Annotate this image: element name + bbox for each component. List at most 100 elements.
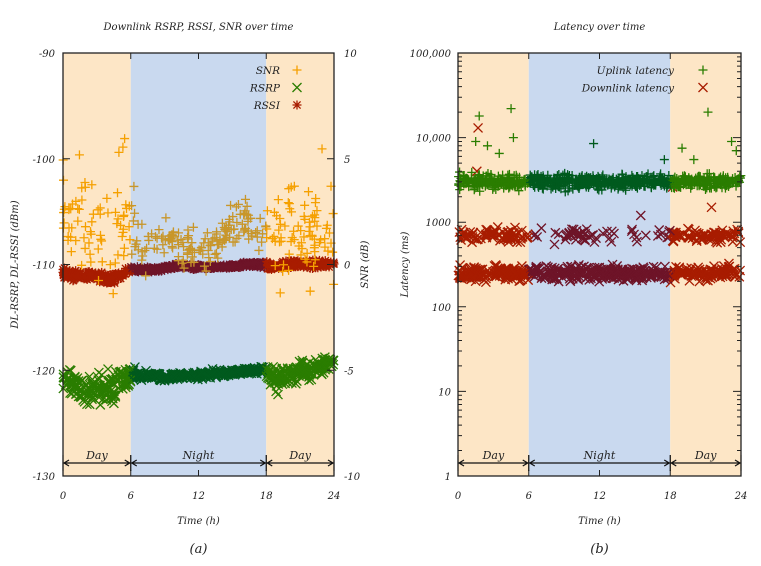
point-snr [262,233,272,243]
point-downlink-latency [683,231,694,242]
point-snr [79,233,89,243]
point-snr [307,211,317,221]
point-snr [258,229,268,239]
point-rssi [297,258,307,268]
point-rsrp [84,399,95,410]
point-rsrp [162,372,173,383]
point-downlink-latency [641,272,652,283]
point-rssi [62,266,72,276]
point-rssi [313,260,323,270]
point-downlink-latency [581,224,592,235]
y2-tick-label: -5 [344,366,354,377]
point-snr [254,245,264,255]
period-arrow [130,459,267,467]
point-snr [217,218,227,228]
period-label: Day [288,449,311,462]
point-rsrp [271,375,281,386]
x-axis-label: Time (h) [177,516,220,527]
point-downlink-latency [703,275,713,286]
point-snr [141,271,151,281]
point-snr [110,258,120,268]
point-snr [279,260,289,270]
point-downlink-latency [690,270,701,281]
point-downlink-latency [612,265,623,276]
point-snr [188,222,198,232]
y-tick-label: 100 [432,303,452,314]
point-rsrp [89,378,100,389]
point-rssi [153,263,163,273]
point-downlink-latency [632,236,642,247]
point-rssi [120,268,130,278]
point-snr [67,223,77,233]
point-downlink-latency [495,235,505,246]
x-tick-label: 0 [455,491,462,502]
point-snr [284,249,294,259]
point-uplink-latency [675,180,685,190]
point-snr [309,243,319,253]
x-tick-label: 12 [192,491,205,502]
point-snr [158,231,168,241]
point-rsrp [229,367,240,378]
point-downlink-latency [602,226,612,237]
point-uplink-latency [613,182,623,192]
y-tick-label: -90 [39,49,56,60]
point-uplink-latency [482,141,492,151]
point-downlink-latency [514,276,525,287]
point-snr [287,233,297,243]
point-downlink-latency [664,225,675,236]
point-snr [187,238,197,248]
point-rsrp [262,365,273,375]
point-snr [71,236,81,246]
point-uplink-latency [575,175,585,185]
point-uplink-latency [529,174,539,184]
point-snr [280,221,290,231]
point-downlink-latency [502,232,513,243]
point-snr [173,240,183,250]
point-downlink-latency [473,123,484,133]
point-rsrp [184,371,195,382]
point-downlink-latency [532,231,543,242]
point-rsrp [106,374,117,385]
point-rsrp [196,366,207,377]
point-rsrp [137,371,148,382]
y2-axis-label: SNR (dB) [360,240,371,288]
point-snr [102,193,112,203]
point-rssi [121,263,131,273]
point-rsrp [92,379,103,390]
point-uplink-latency [731,181,741,191]
legend-marker-uplink-latency [698,65,708,75]
point-downlink-latency [482,269,493,279]
point-uplink-latency [676,175,686,185]
point-rssi [149,264,159,274]
point-uplink-latency [475,186,485,196]
point-downlink-latency [553,229,564,240]
point-snr [239,210,249,220]
point-rssi [305,259,315,269]
point-snr [105,260,115,270]
point-rssi [294,259,304,269]
point-uplink-latency [689,155,699,165]
point-snr [120,134,130,144]
point-downlink-latency [562,263,573,274]
point-downlink-latency [522,233,533,244]
point-uplink-latency [554,170,564,180]
point-downlink-latency [552,269,563,280]
point-downlink-latency [454,227,465,238]
point-snr [299,232,309,242]
point-rssi [178,260,188,270]
point-snr [128,216,138,226]
x-tick-label: 24 [327,491,341,502]
point-snr [231,202,241,212]
point-rsrp [273,389,283,400]
point-downlink-latency [684,232,695,243]
period-bracket [669,455,742,471]
point-downlink-latency [723,262,734,272]
point-downlink-latency [729,266,740,277]
point-snr [220,235,230,245]
point-downlink-latency [536,223,547,234]
point-rssi [182,261,192,271]
point-uplink-latency [605,176,615,186]
point-downlink-latency [500,269,511,279]
point-snr [320,242,330,252]
point-rssi [105,277,115,287]
